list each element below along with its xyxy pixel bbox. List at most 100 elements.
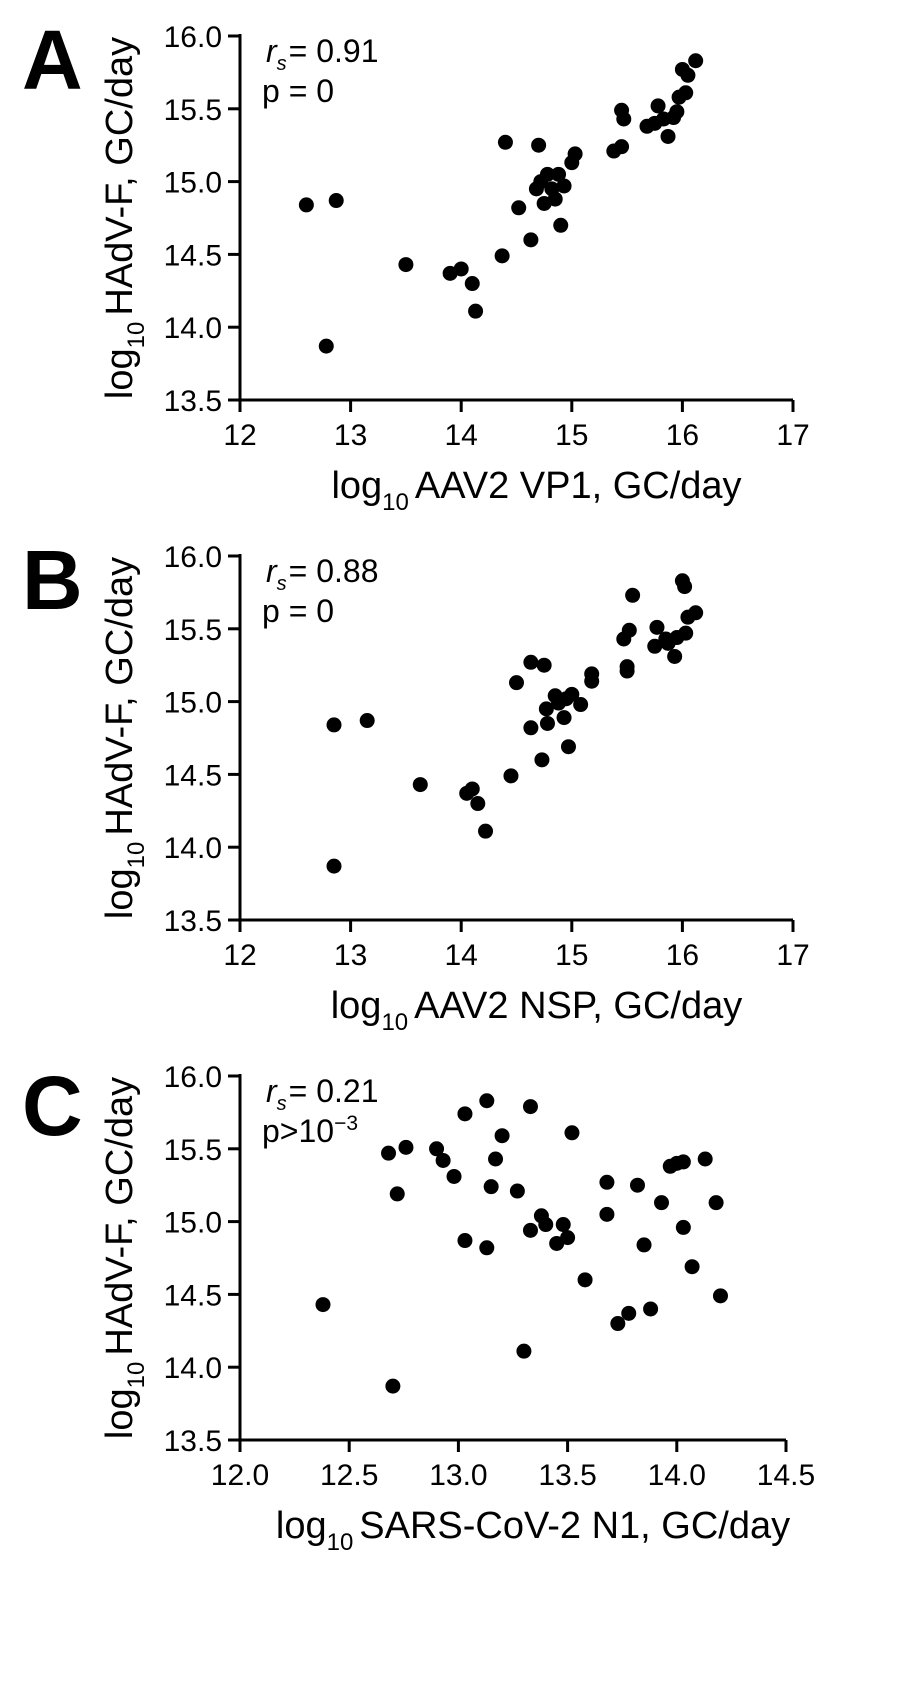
data-point <box>523 720 539 736</box>
rs-symbol: r <box>266 1073 278 1109</box>
data-point <box>614 139 630 155</box>
data-point <box>536 657 552 673</box>
rs-value: = 0.21 <box>289 1073 379 1109</box>
y-axis-log-prefix: log <box>99 1388 141 1439</box>
data-point <box>688 53 704 69</box>
data-point <box>551 166 567 182</box>
data-point <box>675 1219 691 1235</box>
scatter-plot-c: 12.0 12.5 13.0 13.5 14.0 14.5 13.5 14.0 14.5 15.0… <box>99 1061 815 1556</box>
data-point <box>315 1297 331 1313</box>
x-axis-title: log10 SARS-CoV-2 N1, GC/day <box>276 1505 790 1556</box>
data-point <box>503 768 519 784</box>
rs-annotation: rs= 0.91 <box>266 33 379 75</box>
data-point <box>523 654 539 670</box>
scatter-plot-a: 12 13 14 15 16 1713.514.014.515.015.516.0log1… <box>99 21 810 516</box>
p-value: p = 0 <box>262 593 334 629</box>
data-point <box>660 128 676 144</box>
data-point <box>564 1125 580 1141</box>
data-point <box>553 217 569 233</box>
data-point <box>326 717 342 733</box>
y-axis-label-text: HAdV-F, GC/day <box>99 37 141 316</box>
x-axis-log-sub: 10 <box>381 1009 408 1036</box>
rs-value: = 0.91 <box>289 33 379 69</box>
data-point <box>479 1093 495 1109</box>
data-point <box>538 701 554 717</box>
y-tick-label: 14.0 <box>164 1352 222 1385</box>
y-tick-label: 13.5 <box>164 385 222 418</box>
y-tick-label: 15.0 <box>164 167 222 200</box>
y-tick-label: 16.0 <box>164 1061 222 1094</box>
panel-b: B 12 13 14 15 16 17 13.5 14.0 14.5 15.0 15.5 16.0 lo… <box>0 520 900 1080</box>
x-axis-log-sub: 10 <box>327 1529 354 1556</box>
rs-annotation: rs= 0.21 <box>266 1073 379 1115</box>
y-axis-log-sub: 10 <box>123 1362 150 1389</box>
y-tick-label: 15.0 <box>164 1207 222 1240</box>
rs-subscript: s <box>277 573 287 595</box>
data-point <box>497 134 513 150</box>
data-point <box>398 1139 414 1155</box>
data-point <box>567 146 583 162</box>
panel-letter-b: B <box>22 533 83 627</box>
data-point <box>621 1305 637 1321</box>
data-point <box>654 1195 670 1211</box>
y-axis-label-text: HAdV-F, GC/day <box>99 1077 141 1356</box>
panel-a: A 12 13 14 15 16 17 13.5 14.0 14.5 15.0 15.5 16.0 lo… <box>0 0 900 560</box>
data-point <box>629 1177 645 1193</box>
data-point <box>610 1316 626 1332</box>
data-point <box>385 1378 401 1394</box>
data-point <box>539 166 555 182</box>
data-point <box>712 1288 728 1304</box>
y-axis-title: log10 HAdV-F, GC/day <box>99 1077 150 1439</box>
data-point <box>547 191 563 207</box>
rs-value: = 0.88 <box>289 553 379 589</box>
data-point <box>636 1237 652 1253</box>
data-point <box>678 85 694 101</box>
data-point <box>523 232 539 248</box>
data-point <box>488 1151 504 1167</box>
y-axis-label-text: HAdV-F, GC/day <box>99 557 141 836</box>
x-tick-label: 13.0 <box>429 1459 487 1492</box>
y-tick-label: 13.5 <box>164 905 222 938</box>
data-point <box>511 200 527 216</box>
p-annotation: p>10−3 <box>262 1112 358 1149</box>
y-tick-label: 14.5 <box>164 1279 222 1312</box>
data-point <box>522 1222 538 1238</box>
data-point <box>318 338 334 354</box>
data-point <box>478 823 494 839</box>
p-annotation: p = 0 <box>262 593 334 629</box>
y-tick-label: 16.0 <box>164 541 222 574</box>
data-point <box>468 303 484 319</box>
x-axis-label-text: AAV2 VP1, GC/day <box>415 465 742 507</box>
y-tick-label: 15.5 <box>164 614 222 647</box>
y-axis-log-prefix: log <box>99 868 141 919</box>
x-tick-label: 12.0 <box>211 1459 269 1492</box>
x-tick-label: 12 <box>223 939 256 972</box>
data-point <box>359 713 375 729</box>
y-axis-log-sub: 10 <box>123 842 150 869</box>
x-tick-label: 13 <box>334 419 367 452</box>
y-axis-title: log10 HAdV-F, GC/day <box>99 37 150 399</box>
x-axis-label-text: SARS-CoV-2 N1, GC/day <box>359 1505 790 1547</box>
p-value: p>10 <box>262 1113 334 1149</box>
data-point <box>298 197 314 213</box>
data-point <box>555 1217 571 1233</box>
data-point <box>647 638 663 654</box>
data-point <box>675 1154 691 1170</box>
data-point <box>599 1206 615 1222</box>
data-point <box>534 752 550 768</box>
x-tick-label: 13 <box>334 939 367 972</box>
data-point <box>556 178 572 194</box>
data-point <box>584 666 600 682</box>
x-tick-label: 14.5 <box>757 1459 815 1492</box>
data-point <box>509 675 524 691</box>
y-tick-label: 14.0 <box>164 832 222 865</box>
x-tick-label: 13.5 <box>538 1459 596 1492</box>
y-tick-label: 15.5 <box>164 94 222 127</box>
data-point <box>650 98 666 114</box>
data-point <box>643 1301 659 1317</box>
data-point <box>625 587 641 603</box>
data-point <box>538 1217 554 1233</box>
data-point <box>680 67 696 83</box>
x-tick-label: 14 <box>445 419 478 452</box>
data-point <box>453 261 469 277</box>
